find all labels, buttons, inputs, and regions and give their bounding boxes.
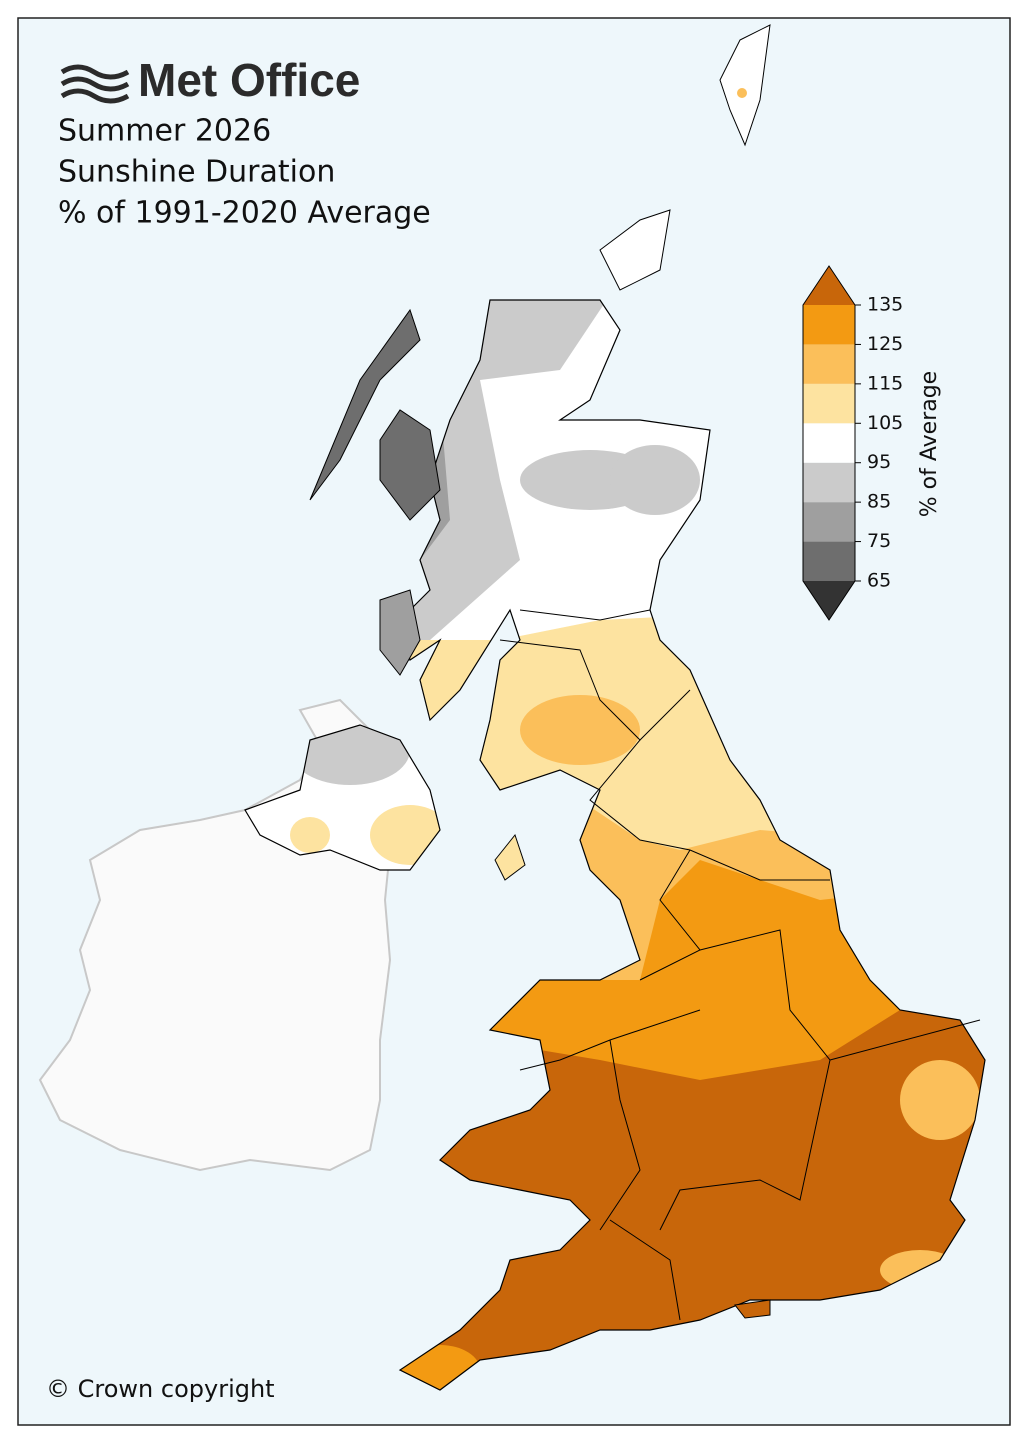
colorbar-segment xyxy=(803,462,855,503)
title-line: Sunshine Duration xyxy=(58,155,335,190)
colorbar-extension xyxy=(803,581,855,620)
isle-of-man xyxy=(494,833,526,881)
skye xyxy=(379,409,441,521)
colorbar-tick-label: 95 xyxy=(867,451,891,473)
colorbar-segment xyxy=(803,502,855,542)
colorbar-segment xyxy=(803,383,855,424)
colorbar-tick-label: 65 xyxy=(867,570,891,592)
isle-of-wight xyxy=(734,1299,771,1319)
outer-hebrides xyxy=(309,308,421,501)
colorbar: 65 75 85 95 105 115 125 135 xyxy=(802,265,903,621)
colorbar-tick-label: 135 xyxy=(867,294,903,316)
logo-waves xyxy=(60,64,130,104)
region-boundaries xyxy=(499,609,981,1321)
colorbar-segment xyxy=(803,423,855,463)
title-line: Summer 2026 xyxy=(58,114,271,149)
colorbar-segment xyxy=(803,305,855,345)
colorbar-tick-label: 115 xyxy=(867,372,903,394)
colorbar-tick-label: 105 xyxy=(867,412,903,434)
islay xyxy=(379,589,421,676)
shetland-patch xyxy=(737,88,747,98)
northern-ireland-outline xyxy=(244,724,441,871)
shetland xyxy=(719,24,771,147)
logo-text: Met Office xyxy=(138,54,360,106)
colorbar-extension xyxy=(803,266,855,305)
copyright: © Crown copyright xyxy=(46,1375,275,1403)
colorbar-segment xyxy=(803,541,855,581)
great-britain-outline xyxy=(398,299,986,1391)
colorbar-tick-label: 85 xyxy=(867,491,891,513)
title-line: % of 1991-2020 Average xyxy=(58,196,431,231)
colorbar-label: % of Average xyxy=(917,371,942,517)
colorbar-tick-label: 125 xyxy=(867,333,903,355)
colorbar-segment xyxy=(803,344,855,384)
orkney xyxy=(599,209,671,291)
colorbar-tick-label: 75 xyxy=(867,530,891,552)
